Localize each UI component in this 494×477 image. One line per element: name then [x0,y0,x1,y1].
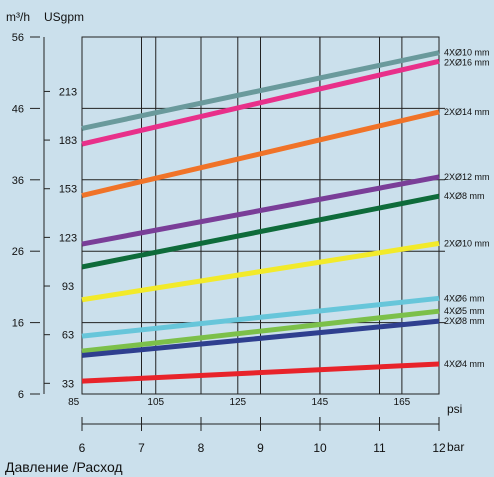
y2-axis-unit: USgpm [44,10,84,24]
y-tick-label: 56 [12,32,24,44]
series-line [81,361,440,384]
y2-tick-label: 63 [62,330,74,342]
x-tick-label: 10 [313,441,327,455]
series-label: 2XØ16 mm [444,58,490,68]
x2-tick-label: 165 [394,397,411,408]
y2-tick-label: 123 [59,232,77,244]
series-line [81,193,440,270]
series-label: 4XØ6 mm [444,293,485,303]
x-tick-label: 7 [138,441,145,455]
x-tick-label: 9 [257,441,264,455]
series-label: 4XØ10 mm [444,48,490,58]
x-tick-label: 12 [432,441,446,455]
y-axis-unit: m³/h [6,10,30,24]
series-label: 2XØ10 mm [444,238,490,248]
y-tick-label: 6 [18,389,24,401]
y2-tick-label: 183 [59,135,77,147]
series-line [81,240,440,303]
y2-tick-label: 153 [59,184,77,196]
series-line [81,174,440,247]
series-line [81,318,440,358]
series-line [81,308,440,354]
y-tick-label: 16 [12,318,24,330]
y-tick-label: 26 [12,246,24,258]
x2-tick-label: 105 [147,397,164,408]
x-tick-label: 6 [79,441,86,455]
series-line [81,295,440,339]
series-line [81,109,440,198]
page-title: Давление /Расход [5,459,123,475]
x-tick-label: 11 [373,441,386,455]
series-line [81,50,440,131]
series-label: 4XØ5 mm [444,306,485,316]
series-line [81,58,440,147]
series-label: 2XØ12 mm [444,172,490,182]
y-tick-label: 46 [12,103,24,115]
y2-tick-label: 93 [62,281,74,293]
series-label: 2XØ8 mm [444,316,485,326]
x2-tick-label: 125 [229,397,246,408]
y2-tick-label: 213 [59,86,77,98]
x2-tick-label: 145 [312,397,329,408]
series-label: 4XØ8 mm [444,191,485,201]
y2-tick-label: 33 [62,378,74,390]
series-lines [81,50,440,384]
x2-tick-label: 85 [68,397,80,408]
series-label: 4XØ4 mm [444,359,485,369]
axes: 6 16 26 36 46 56 33 63 93 123 153 183 213 85 105 125 145… [12,32,490,455]
series-label: 2XØ14 mm [444,107,490,117]
x-axis-unit: bar [447,440,464,454]
x-tick-label: 8 [198,441,205,455]
x2-axis-unit: psi [447,402,462,416]
y-tick-label: 36 [12,175,24,187]
